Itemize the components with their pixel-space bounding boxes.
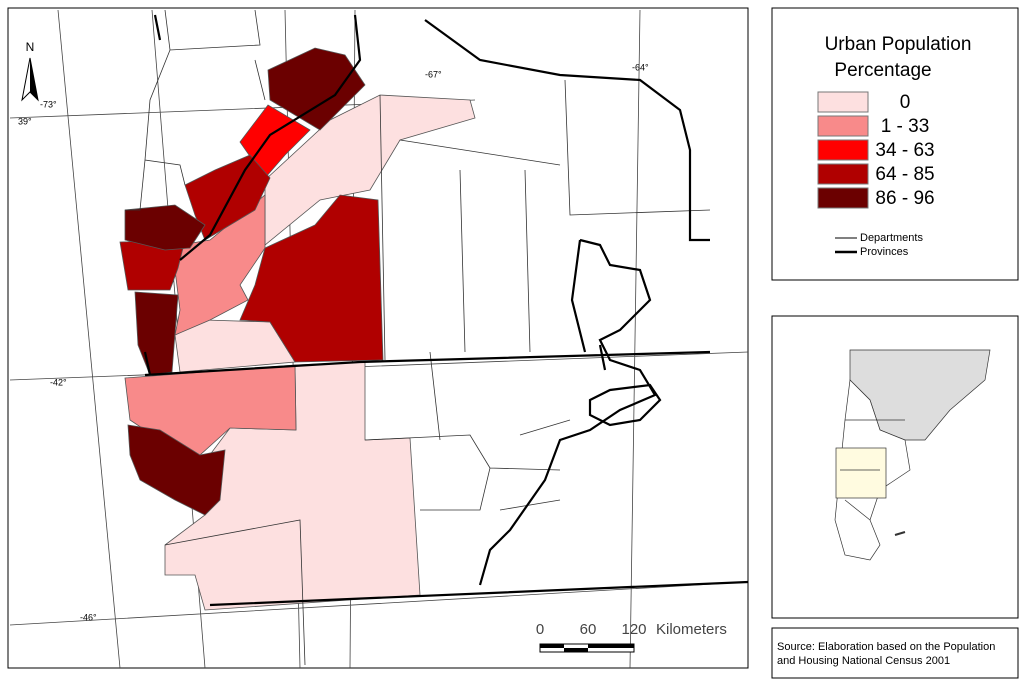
graticule-labels: -73° -67° -64° 39° -42° -46° [18,62,649,622]
class-86-96-areas [124,47,366,516]
scale-bar: 0 60 120 Kilometers [536,621,727,653]
legend-swatch [817,91,869,113]
legend-label: 1 - 33 [881,116,930,137]
scale-tick: 0 [536,621,544,638]
legend-box [771,7,1019,281]
lat-label: 39° [18,116,32,126]
legend-swatch [817,139,869,161]
legend-label: 0 [900,92,911,113]
north-label: N [26,40,35,54]
legend-title: Urban Population [825,34,972,55]
lat-label: -46° [80,612,97,622]
scale-tick: 60 [580,621,597,638]
legend-label: 34 - 63 [875,140,934,161]
lon-label: -67° [425,69,442,79]
legend-swatch [817,115,869,137]
source-text: Source: Elaboration based on the Populat… [777,641,995,653]
legend-swatch [817,163,869,185]
legend-title: Percentage [834,60,931,81]
source-text: and Housing National Census 2001 [777,655,950,667]
legend-label: 64 - 85 [875,164,934,185]
class-64-85-areas [119,154,384,363]
source-box [771,627,1019,679]
legend: Urban Population Percentage Departments … [817,34,972,258]
legend-line-label: Provinces [860,246,909,258]
lon-label: -73° [40,99,57,109]
legend-line-label: Departments [860,232,923,244]
map [9,9,749,669]
inset-map [834,349,991,561]
scale-unit: Kilometers [656,621,727,638]
scale-tick: 120 [621,621,646,638]
lon-label: -64° [632,62,649,72]
class-0-areas [164,94,476,611]
legend-swatch [817,187,869,209]
lat-label: -42° [50,377,67,387]
legend-label: 86 - 96 [875,188,934,209]
class-1-33-areas [124,194,297,456]
north-arrow: N [21,40,39,102]
